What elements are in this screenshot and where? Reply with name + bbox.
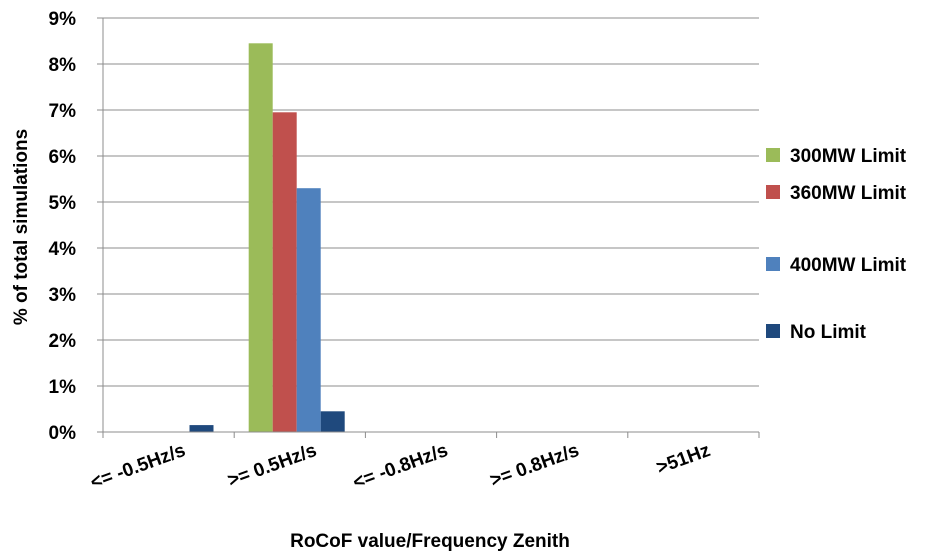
bar-no-limit-0 bbox=[189, 425, 214, 432]
legend-label: 400MW Limit bbox=[790, 255, 907, 276]
y-tick-label: 8% bbox=[49, 55, 77, 76]
y-tick-label: 4% bbox=[49, 239, 77, 260]
axes bbox=[102, 18, 760, 438]
bars bbox=[189, 43, 345, 433]
legend-label: 300MW Limit bbox=[790, 146, 907, 167]
y-tick-label: 5% bbox=[49, 193, 77, 214]
legend: 300MW Limit 360MW Limit 400MW Limit No Limi… bbox=[766, 146, 907, 343]
bar-400mw-limit-1 bbox=[296, 188, 321, 432]
bar-360mw-limit-1 bbox=[272, 112, 297, 433]
x-tick-label: >= 0.5Hz/s bbox=[225, 440, 320, 492]
y-tick-labels: 0% 1% 2% 3% 4% 5% 6% 7% 8% 9% bbox=[49, 9, 77, 444]
y-tick-label: 2% bbox=[49, 331, 77, 352]
y-tick-label: 7% bbox=[49, 101, 77, 122]
gridlines bbox=[97, 17, 759, 433]
y-tick-label: 6% bbox=[49, 147, 77, 168]
y-axis-title: % of total simulations bbox=[11, 129, 32, 325]
x-tick-label: >51Hz bbox=[654, 440, 713, 479]
legend-swatch bbox=[766, 324, 780, 338]
legend-swatch bbox=[766, 185, 780, 199]
legend-label: 360MW Limit bbox=[790, 183, 907, 204]
y-tick-label: 3% bbox=[49, 285, 77, 306]
legend-label: No Limit bbox=[790, 322, 867, 343]
bar-no-limit-1 bbox=[320, 411, 345, 432]
x-tick-label: <= -0.8Hz/s bbox=[350, 440, 450, 494]
y-tick-label: 1% bbox=[49, 377, 77, 398]
x-axis-title: RoCoF value/Frequency Zenith bbox=[290, 531, 570, 552]
legend-swatch bbox=[766, 148, 780, 162]
y-tick-label: 0% bbox=[49, 423, 77, 444]
y-tick-label: 9% bbox=[49, 9, 77, 30]
x-tick-labels: <= -0.5Hz/s >= 0.5Hz/s <= -0.8Hz/s >= 0.8Hz… bbox=[88, 440, 713, 494]
legend-swatch bbox=[766, 257, 780, 271]
x-tick-label: >= 0.8Hz/s bbox=[487, 440, 582, 492]
x-tick-label: <= -0.5Hz/s bbox=[88, 440, 188, 494]
bar-300mw-limit-1 bbox=[248, 43, 273, 433]
